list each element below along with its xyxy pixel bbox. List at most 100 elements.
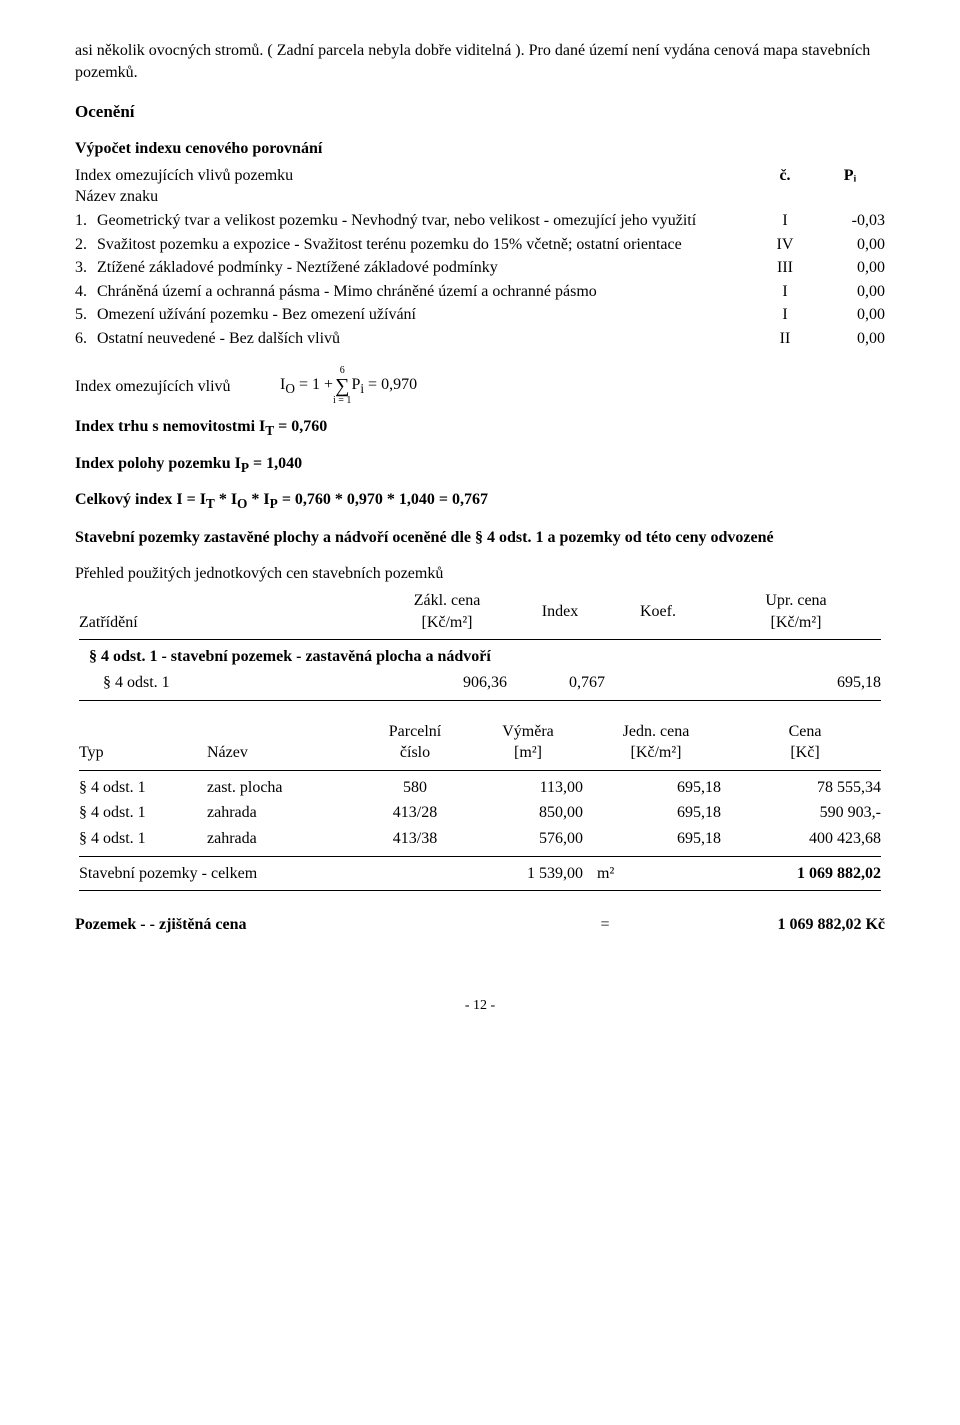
- hdr-zatrideni: Zatřídění: [75, 588, 383, 635]
- divider: [79, 890, 881, 891]
- ip-post: = 1,040: [249, 455, 302, 472]
- prow-typ: § 4 odst. 1: [75, 800, 203, 826]
- heading-oceneni: Ocenění: [75, 101, 885, 124]
- celk-post: = 0,760 * 0,970 * 1,040 = 0,767: [278, 491, 488, 508]
- celk-m1: * I: [215, 491, 237, 508]
- prices-section: § 4 odst. 1 - stavební pozemek - zastavě…: [75, 644, 885, 670]
- table-row: § 4 odst. 1 zast. plocha 580 113,00 695,…: [75, 775, 885, 801]
- prow-jedn: 695,18: [587, 800, 725, 826]
- sigma-symbol: ∑: [333, 376, 351, 396]
- formula-body: IO = 1 +: [280, 374, 333, 398]
- final-value: 1 069 882,02 Kč: [635, 913, 885, 937]
- it-post: = 0,760: [274, 418, 327, 435]
- celk-pre: Celkový index I = I: [75, 491, 206, 508]
- phdr-cena-l1: Cena: [789, 723, 822, 740]
- phdr-jedn-l2: [Kč/m²]: [631, 744, 682, 761]
- prow-cena: 590 903,-: [725, 800, 885, 826]
- row-c: III: [755, 256, 815, 280]
- phdr-vym-l1: Výměra: [502, 723, 554, 740]
- row-text: Chráněná území a ochranná pásma - Mimo c…: [97, 281, 737, 303]
- phdr-jedn: Jedn. cena [Kč/m²]: [587, 719, 725, 766]
- table-row: 6.Ostatní neuvedené - Bez dalších vlivů …: [75, 327, 885, 351]
- row-p: 0,00: [815, 327, 885, 351]
- sigma-bot: i = 1: [333, 396, 351, 406]
- formula-tail: Pi = 0,970: [351, 374, 417, 398]
- formula-eq3: = 0,970: [364, 376, 417, 393]
- staveb-heading: Stavební pozemky zastavěné plochy a nádv…: [75, 527, 885, 549]
- heading-vypocet: Výpočet indexu cenového porovnání: [75, 138, 885, 160]
- hdr-zakl-unit: [Kč/m²]: [422, 614, 473, 631]
- row-index: 0,767: [511, 670, 609, 696]
- row-text: Ztížené základové podmínky - Neztížené z…: [97, 257, 737, 279]
- celkovy-index: Celkový index I = IT * IO * IP = 0,760 *…: [75, 489, 885, 513]
- ptotal-cena: 1 069 882,02: [725, 861, 885, 887]
- final-eq: =: [575, 913, 635, 937]
- table-row: 3.Ztížené základové podmínky - Neztížené…: [75, 256, 885, 280]
- ip-sub: P: [241, 460, 249, 475]
- prow-cislo: 413/28: [361, 800, 469, 826]
- row-zakl: 906,36: [383, 670, 511, 696]
- row-p: 0,00: [815, 233, 885, 257]
- phdr-cena: Cena [Kč]: [725, 719, 885, 766]
- prow-nazev: zast. plocha: [203, 775, 361, 801]
- prow-cena: 78 555,34: [725, 775, 885, 801]
- prow-cislo: 413/38: [361, 826, 469, 852]
- prow-cena: 400 423,68: [725, 826, 885, 852]
- celk-o: O: [237, 496, 247, 511]
- prow-nazev: zahrada: [203, 826, 361, 852]
- formula-eq1: = 1 +: [295, 376, 333, 393]
- phdr-parc-l2: číslo: [400, 744, 430, 761]
- celk-m2: * I: [247, 491, 269, 508]
- ip-line: Index polohy pozemku IP = 1,040: [75, 453, 885, 477]
- ptotal-unit: m²: [587, 861, 725, 887]
- hdr-upr: Upr. cena [Kč/m²]: [707, 588, 885, 635]
- limits-header-c: č.: [755, 164, 815, 209]
- row-p: 0,00: [815, 256, 885, 280]
- celk-t: T: [206, 496, 215, 511]
- row-c: IV: [755, 233, 815, 257]
- row-p: 0,00: [815, 303, 885, 327]
- it-line: Index trhu s nemovitostmi IT = 0,760: [75, 416, 885, 440]
- table-row: 4.Chráněná území a ochranná pásma - Mimo…: [75, 280, 885, 304]
- formula-io: Index omezujících vlivů IO = 1 + 6 ∑ i =…: [75, 366, 885, 406]
- hdr-upr-label: Upr. cena: [765, 592, 826, 609]
- row-text: Svažitost pozemku a expozice - Svažitost…: [97, 234, 737, 256]
- formula-O-sub: O: [285, 382, 295, 397]
- formula-eq2: P: [351, 376, 360, 393]
- parcels-table: Typ Název Parcelní číslo Výměra [m²] Jed…: [75, 719, 885, 896]
- final-line: Pozemek - - zjištěná cena = 1 069 882,02…: [75, 913, 885, 937]
- prow-jedn: 695,18: [587, 775, 725, 801]
- prow-jedn: 695,18: [587, 826, 725, 852]
- row-p: -0,03: [815, 209, 885, 233]
- row-num: 5.: [75, 304, 97, 326]
- row-c: I: [755, 280, 815, 304]
- row-koef: [609, 670, 707, 696]
- prow-typ: § 4 odst. 1: [75, 775, 203, 801]
- row-c: I: [755, 303, 815, 327]
- ip-pre: Index polohy pozemku I: [75, 455, 241, 472]
- row-upr: 695,18: [707, 670, 885, 696]
- prow-cislo: 580: [361, 775, 469, 801]
- limits-table: Index omezujících vlivů pozemkuNázev zna…: [75, 164, 885, 351]
- hdr-index: Index: [511, 588, 609, 635]
- divider: [79, 700, 881, 701]
- it-sub: T: [265, 424, 274, 439]
- row-text: Ostatní neuvedené - Bez dalších vlivů: [97, 328, 737, 350]
- phdr-jedn-l1: Jedn. cena: [623, 723, 690, 740]
- formula-label: Index omezujících vlivů: [75, 376, 280, 398]
- prow-typ: § 4 odst. 1: [75, 826, 203, 852]
- phdr-cena-l2: [Kč]: [790, 744, 819, 761]
- page-number: - 12 -: [75, 997, 885, 1016]
- limits-header-name: Index omezujících vlivů pozemkuNázev zna…: [75, 164, 755, 209]
- table-row: § 4 odst. 1 zahrada 413/28 850,00 695,18…: [75, 800, 885, 826]
- table-row: § 4 odst. 1 zahrada 413/38 576,00 695,18…: [75, 826, 885, 852]
- prow-vym: 113,00: [469, 775, 587, 801]
- prehled-heading: Přehled použitých jednotkových cen stave…: [75, 563, 885, 585]
- table-row: § 4 odst. 1 906,36 0,767 695,18: [75, 670, 885, 696]
- divider: [79, 639, 881, 640]
- row-c: II: [755, 327, 815, 351]
- phdr-parc-l1: Parcelní: [389, 723, 441, 740]
- table-row: 2.Svažitost pozemku a expozice - Svažito…: [75, 233, 885, 257]
- table-row: 5.Omezení užívání pozemku - Bez omezení …: [75, 303, 885, 327]
- limits-header-p: Pᵢ: [815, 164, 885, 209]
